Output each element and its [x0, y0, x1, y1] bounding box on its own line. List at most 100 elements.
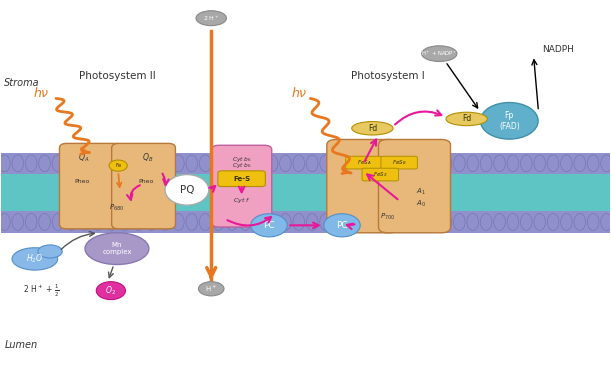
Ellipse shape	[196, 11, 227, 26]
Ellipse shape	[199, 214, 211, 230]
Ellipse shape	[440, 155, 452, 172]
Ellipse shape	[240, 155, 251, 172]
Ellipse shape	[253, 155, 265, 172]
Ellipse shape	[12, 155, 24, 172]
Ellipse shape	[52, 214, 64, 230]
Ellipse shape	[400, 214, 412, 230]
Ellipse shape	[251, 214, 287, 237]
Text: Photosystem I: Photosystem I	[351, 71, 425, 81]
Ellipse shape	[574, 155, 585, 172]
Ellipse shape	[133, 155, 144, 172]
Text: H$^+$: H$^+$	[205, 284, 217, 294]
Ellipse shape	[320, 155, 331, 172]
Bar	[1, 211, 610, 233]
Ellipse shape	[199, 155, 211, 172]
Text: $O_2$: $O_2$	[106, 284, 116, 297]
Ellipse shape	[306, 214, 318, 230]
Ellipse shape	[146, 155, 158, 172]
Ellipse shape	[65, 214, 77, 230]
Text: $h\nu$: $h\nu$	[32, 86, 49, 100]
Ellipse shape	[446, 112, 488, 126]
Ellipse shape	[165, 174, 209, 205]
Text: $Cyt\ b_6$: $Cyt\ b_6$	[232, 155, 252, 164]
Ellipse shape	[172, 155, 184, 172]
Ellipse shape	[79, 214, 90, 230]
Ellipse shape	[467, 214, 478, 230]
Text: $FeS_X$: $FeS_X$	[373, 170, 388, 179]
Ellipse shape	[159, 214, 171, 230]
Text: Mn
complex: Mn complex	[102, 242, 132, 255]
Ellipse shape	[12, 248, 57, 270]
Text: $Cyt\ b_6$: $Cyt\ b_6$	[232, 161, 252, 170]
FancyBboxPatch shape	[211, 145, 272, 227]
Ellipse shape	[360, 214, 371, 230]
Ellipse shape	[427, 155, 439, 172]
Ellipse shape	[480, 214, 492, 230]
Ellipse shape	[12, 214, 24, 230]
Ellipse shape	[109, 160, 127, 171]
Ellipse shape	[467, 155, 478, 172]
Ellipse shape	[253, 214, 265, 230]
Ellipse shape	[159, 155, 171, 172]
Ellipse shape	[494, 155, 505, 172]
FancyBboxPatch shape	[378, 139, 450, 233]
Text: $Cyt\ f$: $Cyt\ f$	[233, 196, 251, 205]
Ellipse shape	[280, 155, 291, 172]
Ellipse shape	[97, 282, 125, 300]
Ellipse shape	[213, 214, 224, 230]
Text: PC: PC	[336, 221, 348, 230]
Bar	[1, 153, 610, 233]
Text: 2 H$^+$: 2 H$^+$	[203, 14, 219, 23]
Text: $h\nu$: $h\nu$	[291, 86, 308, 100]
Text: H$^+$ + NADP$^+$: H$^+$ + NADP$^+$	[421, 49, 458, 58]
Text: $FeS_B$: $FeS_B$	[392, 158, 406, 167]
Ellipse shape	[352, 121, 393, 135]
Ellipse shape	[494, 214, 505, 230]
Ellipse shape	[346, 155, 358, 172]
Ellipse shape	[266, 155, 278, 172]
Ellipse shape	[240, 214, 251, 230]
FancyBboxPatch shape	[381, 156, 417, 169]
Text: Pheo: Pheo	[139, 179, 154, 184]
Text: Fd: Fd	[462, 114, 471, 123]
Text: PC: PC	[263, 221, 275, 230]
Ellipse shape	[79, 155, 90, 172]
Ellipse shape	[480, 155, 492, 172]
Text: $P_{700}$: $P_{700}$	[380, 212, 395, 222]
Ellipse shape	[400, 155, 412, 172]
Ellipse shape	[280, 214, 291, 230]
Text: Fe: Fe	[115, 163, 122, 168]
FancyBboxPatch shape	[218, 171, 265, 186]
Ellipse shape	[266, 214, 278, 230]
Ellipse shape	[106, 155, 117, 172]
Ellipse shape	[601, 214, 611, 230]
Text: PQ: PQ	[180, 185, 194, 195]
Ellipse shape	[534, 155, 546, 172]
Text: $H_2O$: $H_2O$	[26, 253, 43, 265]
Ellipse shape	[414, 214, 425, 230]
Ellipse shape	[587, 214, 599, 230]
Text: Photosystem II: Photosystem II	[79, 71, 155, 81]
Ellipse shape	[507, 155, 519, 172]
Ellipse shape	[52, 155, 64, 172]
Ellipse shape	[534, 214, 546, 230]
Ellipse shape	[480, 103, 538, 139]
Ellipse shape	[521, 155, 532, 172]
Text: Pheo: Pheo	[74, 179, 89, 184]
Text: $A_1$: $A_1$	[416, 186, 426, 197]
Text: 2 H$^+$ + $\frac{1}{2}$: 2 H$^+$ + $\frac{1}{2}$	[23, 282, 59, 299]
Text: NADPH: NADPH	[542, 45, 574, 55]
FancyBboxPatch shape	[112, 143, 175, 229]
Ellipse shape	[106, 214, 117, 230]
Ellipse shape	[387, 155, 398, 172]
Ellipse shape	[453, 214, 465, 230]
Ellipse shape	[146, 214, 158, 230]
FancyBboxPatch shape	[59, 143, 123, 229]
Text: Fp
(FAD): Fp (FAD)	[499, 111, 519, 130]
Ellipse shape	[92, 155, 104, 172]
Ellipse shape	[85, 233, 149, 264]
Text: Fe-S: Fe-S	[233, 176, 250, 182]
Ellipse shape	[507, 214, 519, 230]
Ellipse shape	[453, 155, 465, 172]
Ellipse shape	[293, 155, 305, 172]
